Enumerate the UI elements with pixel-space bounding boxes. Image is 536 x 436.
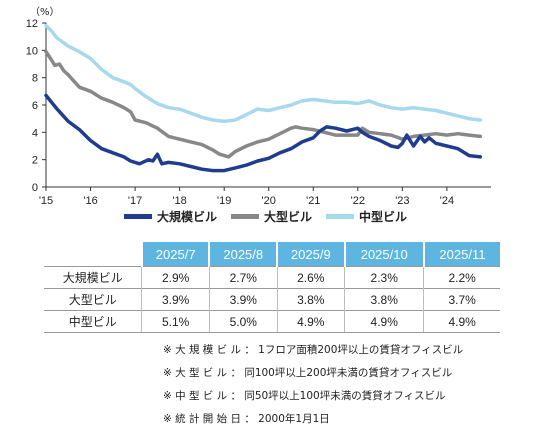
x-tick-label: '18	[172, 195, 186, 207]
table-cell: 5.1%	[141, 310, 210, 333]
table-cell: 2.7%	[208, 266, 278, 289]
y-tick-label: 2	[32, 155, 38, 167]
legend-swatch-large-scale	[124, 214, 152, 219]
row-label: 大規模ビル	[44, 266, 142, 289]
chart-legend: 大規模ビル 大型ビル 中型ビル	[124, 208, 421, 225]
x-tick-label: '17	[128, 195, 142, 207]
footnote-medium: ※ 中 型 ビ ル ： 同50坪以上100坪未満の賃貸オフィスビル	[163, 390, 446, 402]
table-cell: 3.9%	[208, 288, 278, 311]
legend-swatch-large	[231, 214, 260, 219]
table-header-cell: 2025/10	[343, 242, 424, 267]
x-tick-label: '15	[39, 195, 53, 207]
legend-item-large-scale: 大規模ビル	[124, 208, 217, 225]
legend-swatch-medium	[326, 214, 355, 219]
x-tick-label: '19	[217, 195, 231, 207]
table-corner-cell	[44, 242, 142, 267]
table-cell: 3.8%	[344, 288, 424, 311]
y-tick-label: 0	[32, 182, 38, 194]
table-header-cell: 2025/7	[140, 242, 210, 267]
table-header-cell: 2025/8	[208, 242, 278, 267]
footnote-start-date: ※ 統 計 開 始 日 ： 2000年1月1日	[163, 413, 330, 425]
y-unit-label: （%）	[30, 6, 60, 18]
y-tick-label: 4	[32, 127, 38, 139]
table-cell: 3.7%	[423, 288, 500, 311]
table-header-row: 2025/7 2025/8 2025/9 2025/10 2025/11	[44, 242, 500, 267]
x-tick-label: '21	[306, 195, 320, 207]
row-label: 大型ビル	[44, 288, 142, 311]
table-cell: 2.6%	[276, 266, 345, 289]
table-cell: 2.2%	[423, 266, 500, 289]
table-row: 中型ビル 5.1% 5.0% 4.9% 4.9% 4.9%	[44, 310, 500, 333]
table-cell: 4.9%	[344, 310, 424, 333]
legend-item-large: 大型ビル	[231, 208, 312, 225]
legend-label-large-scale: 大規模ビル	[157, 210, 218, 224]
legend-label-large: 大型ビル	[264, 210, 313, 224]
table-cell: 4.9%	[276, 310, 345, 333]
table-header-cell: 2025/11	[422, 242, 500, 267]
footnote-large: ※ 大 型 ビ ル ： 同100坪以上200坪未満の賃貸オフィスビル	[163, 367, 453, 379]
table-cell: 5.0%	[208, 310, 278, 333]
table-row: 大型ビル 3.9% 3.9% 3.8% 3.8% 3.7%	[44, 288, 500, 311]
legend-label-medium: 中型ビル	[359, 210, 408, 224]
series-line-large	[44, 49, 483, 159]
vacancy-rate-chart: （%） 0 2 4 6 8 10 12 '15 '16 '17 '18 '19 '20 '21 '22 '23 '…	[26, 6, 491, 207]
vacancy-rate-table: 2025/7 2025/8 2025/9 2025/10 2025/11 大規模…	[44, 242, 500, 333]
table-cell: 2.3%	[344, 266, 424, 289]
table-row: 大規模ビル 2.9% 2.7% 2.6% 2.3% 2.2%	[44, 266, 500, 289]
table-header-cell: 2025/9	[276, 242, 345, 267]
x-tick-label: '23	[395, 195, 409, 207]
table-cell: 2.9%	[141, 266, 210, 289]
series-line-large-scale	[44, 93, 483, 173]
y-tick-label: 10	[26, 45, 38, 57]
table-cell: 3.8%	[276, 288, 345, 311]
y-tick-label: 6	[32, 100, 38, 112]
x-tick-label: '20	[262, 195, 276, 207]
x-tick-label: '24	[440, 195, 454, 207]
x-tick-label: '22	[351, 195, 365, 207]
table-cell: 3.9%	[141, 288, 210, 311]
row-label: 中型ビル	[44, 310, 142, 333]
table-cell: 4.9%	[423, 310, 500, 333]
legend-item-medium: 中型ビル	[326, 208, 407, 225]
footnote-large-scale: ※ 大 規 模 ビ ル ： 1フロア面積200坪以上の賃貸オフィスビル	[163, 344, 464, 356]
series-line-medium	[44, 23, 483, 124]
y-tick-label: 8	[32, 73, 38, 85]
y-tick-label: 12	[26, 18, 38, 30]
x-tick-label: '16	[83, 195, 97, 207]
footnotes: ※ 大 規 模 ビ ル ： 1フロア面積200坪以上の賃貸オフィスビル ※ 大 …	[163, 339, 463, 431]
